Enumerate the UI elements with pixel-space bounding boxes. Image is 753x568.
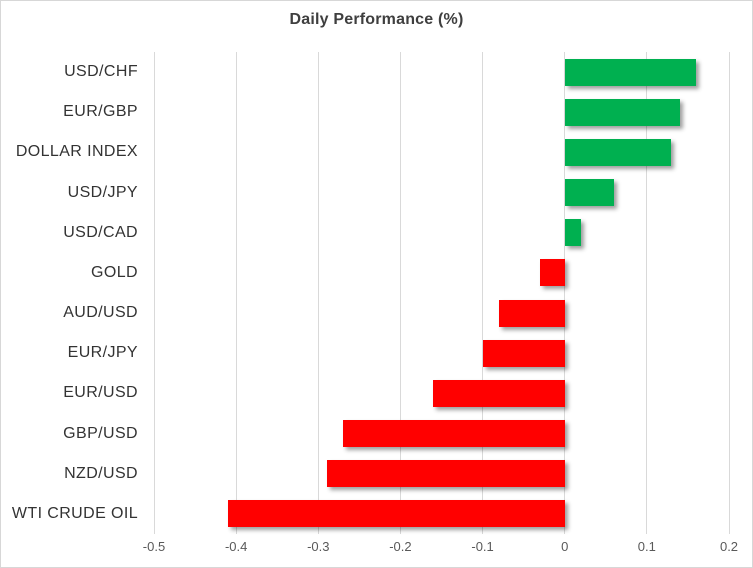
x-tick-label: 0.2 — [719, 539, 739, 554]
x-tick-label: -0.5 — [142, 539, 166, 554]
category-label: AUD/USD — [63, 304, 138, 322]
x-tick-label: -0.4 — [224, 539, 248, 554]
gridline — [482, 52, 484, 534]
category-label: NZD/USD — [64, 464, 138, 482]
bar — [564, 58, 697, 86]
category-label: USD/JPY — [67, 183, 138, 201]
category-label: USD/CHF — [64, 63, 138, 81]
x-tick-label: 0.1 — [637, 539, 656, 554]
bar — [326, 460, 565, 488]
category-label: EUR/GBP — [63, 103, 138, 121]
bar — [540, 259, 565, 287]
category-label: EUR/JPY — [67, 344, 138, 362]
category-label: WTI CRUDE OIL — [11, 504, 138, 522]
bar — [499, 299, 565, 327]
x-tick-label: -0.3 — [307, 539, 330, 554]
gridline — [728, 52, 730, 534]
gridline — [317, 52, 319, 534]
category-label: EUR/USD — [63, 384, 138, 402]
bar — [564, 138, 672, 166]
category-axis: USD/CHF EUR/GBP DOLLAR INDEX USD/JPY USD/CAD… — [1, 52, 146, 534]
bar — [433, 379, 565, 407]
bar — [342, 420, 565, 448]
bar — [482, 339, 565, 367]
bar — [227, 500, 565, 528]
gridline — [564, 52, 566, 534]
gridline — [153, 52, 155, 534]
x-tick-label: -0.1 — [471, 539, 494, 554]
bar — [564, 219, 582, 247]
plot-area — [153, 52, 730, 534]
gridline — [399, 52, 401, 534]
value-axis: -0.5 -0.4 -0.3 -0.2 -0.1 0 0.1 0.2 — [143, 539, 738, 559]
category-label: GBP/USD — [63, 424, 138, 442]
chart-title: Daily Performance (%) — [289, 11, 464, 28]
x-tick-label: 0 — [561, 539, 569, 554]
category-label: GOLD — [91, 263, 138, 281]
gridline — [646, 52, 648, 534]
category-label: USD/CAD — [63, 223, 138, 241]
bar — [564, 179, 614, 207]
category-label: DOLLAR INDEX — [15, 143, 138, 161]
x-tick-label: -0.2 — [389, 539, 412, 554]
gridline — [235, 52, 237, 534]
bar — [564, 98, 680, 126]
